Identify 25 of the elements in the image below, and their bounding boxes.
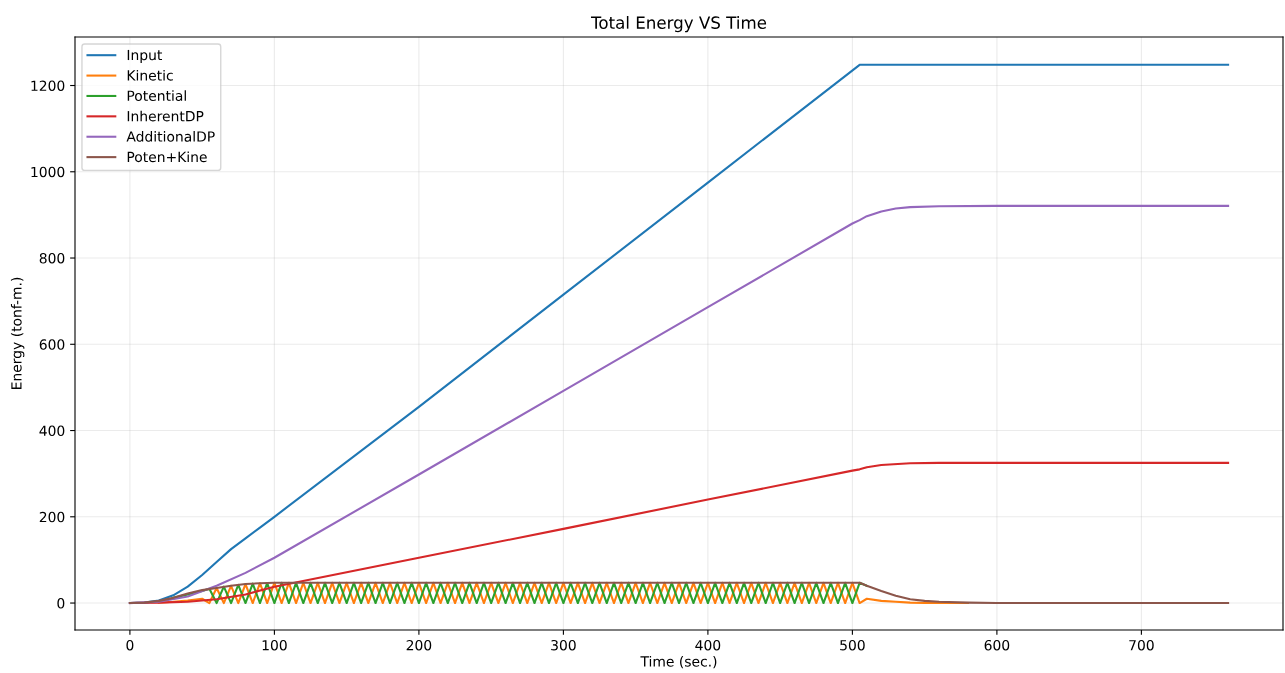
legend-label: Potential <box>127 90 186 102</box>
chart-title: Total Energy VS Time <box>590 16 767 33</box>
legend-label: InherentDP <box>127 110 204 122</box>
x-tick-label: 200 <box>406 639 432 651</box>
line-series <box>128 581 1230 605</box>
x-axis-title: Time (sec.) <box>640 655 717 669</box>
y-tick-label: 0 <box>57 598 65 609</box>
y-tick-label: 400 <box>39 425 65 437</box>
x-tick-label: 500 <box>840 639 865 651</box>
y-tick-label: 600 <box>39 339 65 350</box>
y-tick-label: 1200 <box>31 80 65 91</box>
y-axis-title: Energy (tonf-m.) <box>10 277 25 389</box>
legend-label: AdditionalDP <box>126 131 215 142</box>
y-tick-label: 1000 <box>31 166 65 178</box>
x-tick-label: 600 <box>984 639 1010 651</box>
legend-label: Input <box>127 49 163 63</box>
legend-label: Kinetic <box>127 69 173 81</box>
x-tick-label: 400 <box>695 639 721 651</box>
y-tick-label: 800 <box>39 253 65 264</box>
x-tick-label: 0 <box>126 639 134 651</box>
x-tick-label: 100 <box>262 639 287 651</box>
y-tick-label: 200 <box>39 511 65 523</box>
x-tick-label: 300 <box>551 639 576 651</box>
x-tick-label: 700 <box>1129 639 1154 651</box>
legend-label: Poten+Kine <box>127 151 207 163</box>
